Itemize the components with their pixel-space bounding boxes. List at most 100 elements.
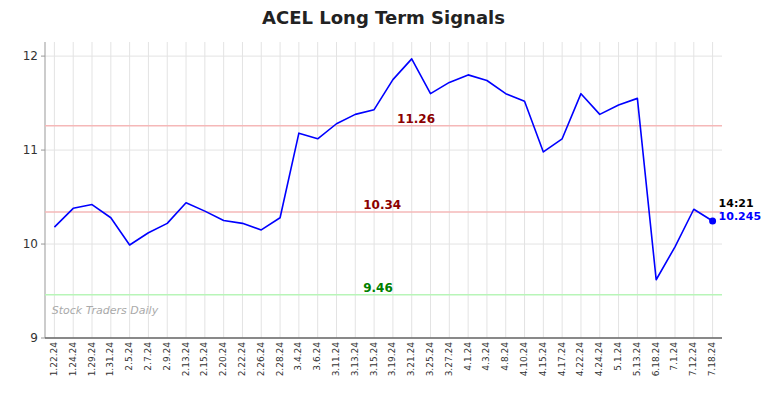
annotation: 10.245 [719,210,761,223]
grid-line-x [223,42,224,338]
x-tick-label: 3.15.24 [369,342,379,377]
grid-line-x [54,42,55,338]
x-tick-label: 3.13.24 [350,342,360,377]
x-tick-label: 4.17.24 [557,342,567,377]
price-line [54,59,712,280]
x-tick-label: 3.25.24 [425,342,435,377]
y-tick [41,338,45,339]
y-tick-label: 9 [30,331,38,345]
x-tick-label: 5.1.24 [613,342,623,371]
chart: ACEL Long Term Signals 9 10 11 12 1.22.24 1.24… [0,0,784,398]
x-tick-label: 1.22.24 [49,342,59,377]
x-tick-label: 4.10.24 [519,342,529,377]
grid-line-x [618,42,619,338]
grid-line-x [580,42,581,338]
x-tick-label: 4.22.24 [575,342,585,377]
x-tick-label: 3.27.24 [444,342,454,377]
x-tick-label: 2.22.24 [237,342,247,377]
grid-line-x [637,42,638,338]
grid-line-x [656,42,657,338]
last-point [709,218,716,225]
y-tick [41,244,45,245]
y-tick-label: 10 [23,237,38,251]
grid-line-x [261,42,262,338]
x-axis-line [45,337,722,339]
x-tick-label: 3.21.24 [406,342,416,377]
grid-line-x [92,42,93,338]
grid-line-x [693,42,694,338]
y-axis: 9 10 11 12 [23,42,45,345]
x-tick-label: 1.29.24 [87,342,97,377]
x-axis: 1.22.24 1.24.24 1.29.24 1.31.24 2.5.24 2.7.24… [45,338,722,376]
grid-line-x [110,42,111,338]
grid-line-x [524,42,525,338]
grid-line-x [355,42,356,338]
grid-line-y [45,338,722,339]
x-tick-label: 3.19.24 [387,342,397,377]
grid-line-x [468,42,469,338]
x-tick-label: 2.15.24 [199,342,209,377]
grid-line-x [599,42,600,338]
x-tick-label: 4.15.24 [538,342,548,377]
grid [45,42,722,338]
grid-line-x [242,42,243,338]
x-tick-label: 7.18.24 [707,342,717,377]
grid-line-y [45,56,722,57]
x-tick-label: 7.12.24 [688,342,698,377]
y-axis-line [45,42,46,338]
x-tick-label: 1.31.24 [105,342,115,377]
annotation: 14:21 [719,197,754,210]
x-tick-label: 2.26.24 [256,342,266,377]
x-tick-label: 2.13.24 [181,342,191,377]
grid-line-x [186,42,187,338]
grid-line-x [543,42,544,338]
y-tick-label: 12 [23,49,38,63]
reference-label: 11.26 [397,112,435,126]
x-tick-label: 4.24.24 [594,342,604,377]
reference-label: 10.34 [363,198,401,212]
grid-line-x [674,42,675,338]
reference-label: 9.46 [363,281,393,295]
x-tick-label: 1.24.24 [68,342,78,377]
x-tick-label: 2.9.24 [162,342,172,371]
grid-line-x [148,42,149,338]
x-tick-label: 3.11.24 [331,342,341,377]
labels: 11.26 10.34 9.46 14:2110.245 Stock Traders D… [52,112,761,318]
grid-line-x [505,42,506,338]
x-tick-label: 3.4.24 [293,342,303,371]
grid-line-x [712,42,713,338]
x-tick-label: 5.13.24 [632,342,642,377]
x-tick-label: 2.7.24 [143,342,153,371]
x-tick-label: 4.3.24 [481,342,491,371]
x-tick-label: 6.18.24 [651,342,661,377]
x-tick-label: 2.20.24 [218,342,228,377]
title: ACEL Long Term Signals [262,7,505,28]
grid-line-x [411,42,412,338]
y-tick [41,56,45,57]
x-tick-label: 4.8.24 [500,342,510,371]
grid-line-x [486,42,487,338]
y-tick-label: 11 [23,143,38,157]
grid-line-x [430,42,431,338]
x-tick-label: 7.1.24 [669,342,679,371]
grid-line-x [129,42,130,338]
x-tick-label: 2.28.24 [275,342,285,377]
grid-line-x [562,42,563,338]
grid-line-x [336,42,337,338]
grid-line-y [45,150,722,151]
grid-line-x [317,42,318,338]
grid-line-x [204,42,205,338]
grid-line-y [45,244,722,245]
grid-line-x [167,42,168,338]
watermark: Stock Traders Daily [52,304,159,317]
reference-line [45,125,722,127]
grid-line-x [280,42,281,338]
y-tick [41,150,45,151]
plot-area [45,59,722,295]
x-tick-label: 2.5.24 [124,342,134,371]
x-tick-label: 4.1.24 [463,342,473,371]
grid-line-x [449,42,450,338]
grid-line-x [298,42,299,338]
x-tick-label: 3.6.24 [312,342,322,371]
grid-line-x [73,42,74,338]
